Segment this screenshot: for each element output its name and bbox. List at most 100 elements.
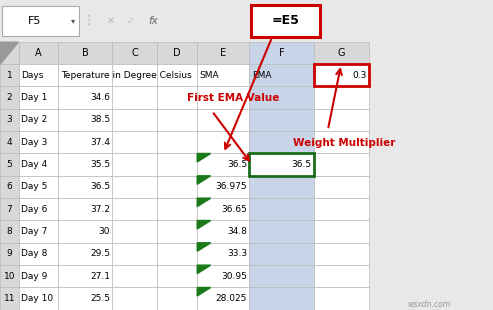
Bar <box>249 287 314 310</box>
Bar <box>314 198 369 220</box>
Bar <box>197 220 249 243</box>
Text: wsxdn.com: wsxdn.com <box>407 300 451 309</box>
Text: 36.65: 36.65 <box>221 205 247 214</box>
Text: 3: 3 <box>6 116 12 125</box>
Bar <box>157 109 197 131</box>
Text: Day 1: Day 1 <box>21 93 47 102</box>
Bar <box>197 176 249 198</box>
Bar <box>249 131 314 153</box>
Bar <box>58 287 112 310</box>
Text: 36.5: 36.5 <box>227 160 247 169</box>
Bar <box>314 243 369 265</box>
Text: 38.5: 38.5 <box>90 116 110 125</box>
Bar <box>19 265 58 287</box>
Bar <box>0 42 19 64</box>
Text: 37.2: 37.2 <box>90 205 110 214</box>
Bar <box>58 220 112 243</box>
Text: EMA: EMA <box>252 71 272 80</box>
Bar <box>112 42 157 64</box>
Text: 35.5: 35.5 <box>90 160 110 169</box>
Text: 34.6: 34.6 <box>90 93 110 102</box>
Text: 33.3: 33.3 <box>227 250 247 259</box>
Text: A: A <box>35 48 42 58</box>
Bar <box>314 176 369 198</box>
Text: 27.1: 27.1 <box>90 272 110 281</box>
Bar <box>19 220 58 243</box>
Bar <box>314 109 369 131</box>
Bar <box>314 64 369 86</box>
Text: 2: 2 <box>6 93 12 102</box>
Bar <box>314 265 369 287</box>
Text: First EMA Value: First EMA Value <box>187 93 280 103</box>
Bar <box>197 243 249 265</box>
Text: 36.5: 36.5 <box>291 160 311 169</box>
Text: ✕: ✕ <box>107 16 115 26</box>
Text: Day 10: Day 10 <box>21 294 53 303</box>
Bar <box>112 220 157 243</box>
Text: 4: 4 <box>6 138 12 147</box>
Bar <box>249 243 314 265</box>
Bar <box>19 243 58 265</box>
Text: Weight Multiplier: Weight Multiplier <box>293 139 396 148</box>
Bar <box>0 86 19 109</box>
Text: 0.3: 0.3 <box>352 71 366 80</box>
Bar <box>249 265 314 287</box>
Bar <box>112 86 157 109</box>
Bar <box>19 287 58 310</box>
Text: F5: F5 <box>28 16 41 26</box>
Polygon shape <box>197 243 211 251</box>
Text: Day 8: Day 8 <box>21 250 47 259</box>
Bar <box>112 265 157 287</box>
Bar <box>0 0 493 42</box>
Text: B: B <box>82 48 89 58</box>
Bar <box>58 265 112 287</box>
Bar <box>58 243 112 265</box>
Text: Day 5: Day 5 <box>21 183 47 192</box>
Text: 11: 11 <box>3 294 15 303</box>
Text: 0.3: 0.3 <box>352 71 366 80</box>
Bar <box>314 131 369 153</box>
Bar <box>2 6 79 36</box>
Text: 30: 30 <box>99 227 110 236</box>
Bar <box>58 198 112 220</box>
Polygon shape <box>197 287 211 296</box>
Bar <box>112 176 157 198</box>
Polygon shape <box>0 42 18 64</box>
Bar <box>112 64 157 86</box>
Text: 34.8: 34.8 <box>227 227 247 236</box>
Bar <box>58 64 112 86</box>
Bar <box>19 131 58 153</box>
Text: G: G <box>337 48 345 58</box>
Text: ✓: ✓ <box>127 16 135 26</box>
Bar <box>157 220 197 243</box>
Bar <box>58 42 112 64</box>
Bar <box>157 243 197 265</box>
Bar <box>314 153 369 176</box>
Bar <box>112 153 157 176</box>
Bar <box>197 86 249 109</box>
Bar <box>157 42 197 64</box>
Text: D: D <box>173 48 181 58</box>
Polygon shape <box>197 153 211 162</box>
Text: 6: 6 <box>6 183 12 192</box>
Bar <box>314 64 369 86</box>
Bar <box>249 220 314 243</box>
Bar <box>19 198 58 220</box>
Text: Day 3: Day 3 <box>21 138 47 147</box>
Bar <box>197 287 249 310</box>
Polygon shape <box>197 265 211 274</box>
Text: 36.975: 36.975 <box>215 183 247 192</box>
Polygon shape <box>197 176 211 184</box>
Bar <box>157 86 197 109</box>
Bar <box>249 64 314 86</box>
Bar <box>197 42 249 64</box>
Text: Day 7: Day 7 <box>21 227 47 236</box>
Bar <box>249 86 314 109</box>
Bar <box>0 64 19 86</box>
Text: Day 6: Day 6 <box>21 205 47 214</box>
Text: 37.4: 37.4 <box>90 138 110 147</box>
Text: =E5: =E5 <box>272 14 300 27</box>
Bar <box>197 131 249 153</box>
Bar <box>112 198 157 220</box>
Bar <box>0 109 19 131</box>
